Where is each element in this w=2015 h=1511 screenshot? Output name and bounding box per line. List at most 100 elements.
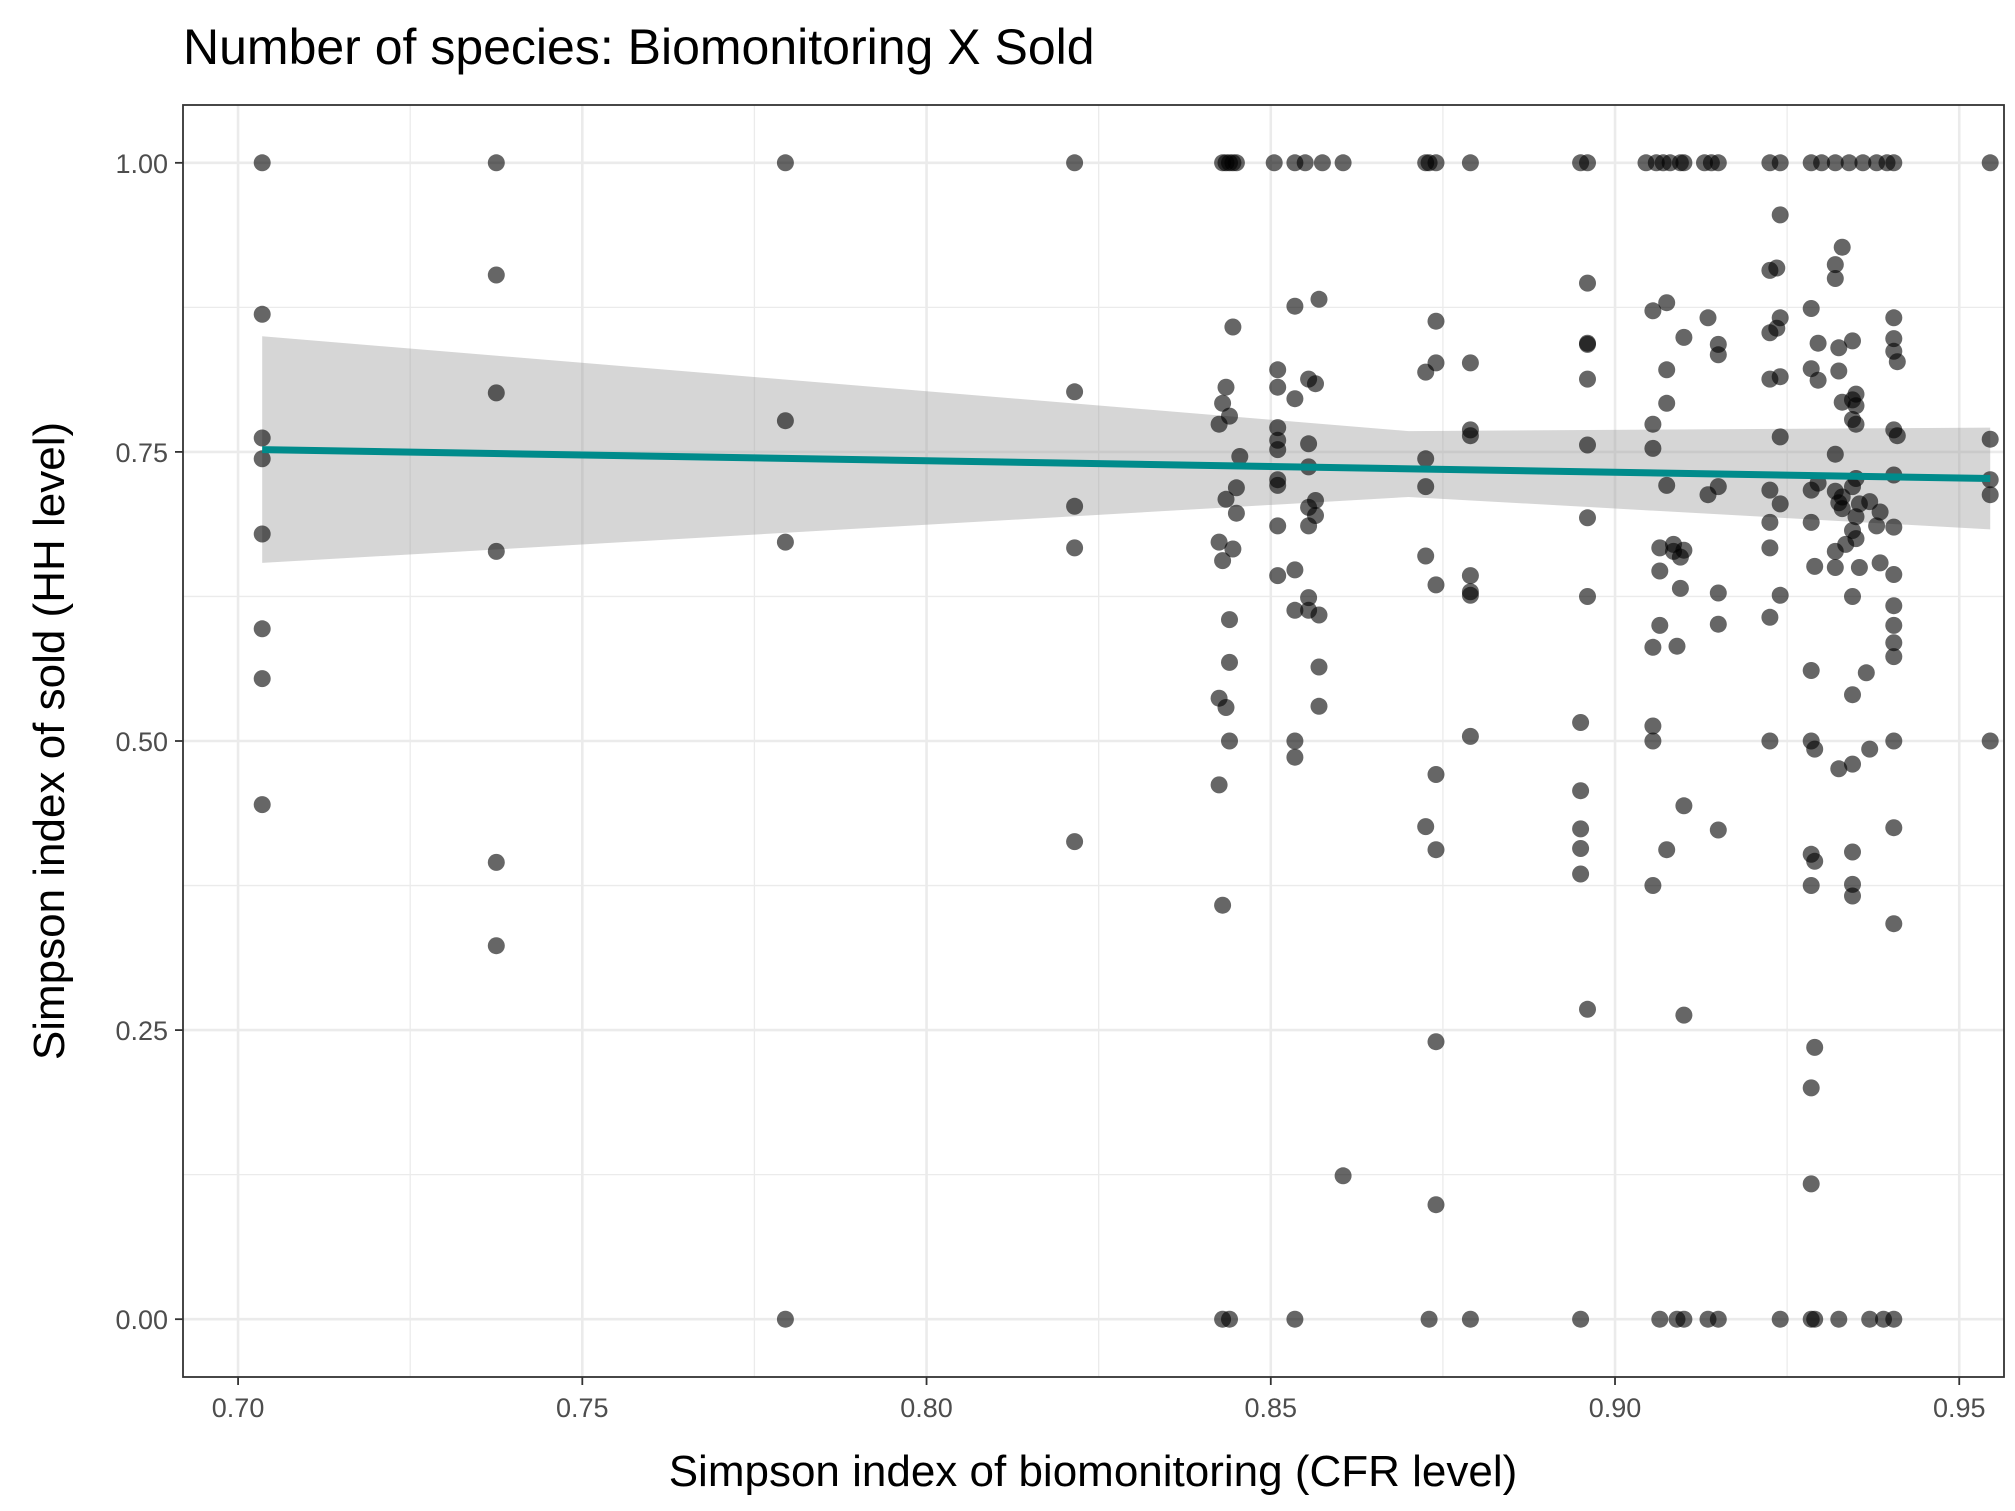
data-point	[1417, 363, 1435, 381]
data-point	[1771, 154, 1789, 172]
data-point	[1802, 662, 1820, 679]
data-point	[1427, 766, 1445, 783]
data-point	[1572, 820, 1590, 838]
data-point	[1427, 1196, 1445, 1214]
data-point	[1066, 833, 1084, 851]
data-point	[1802, 1175, 1820, 1193]
data-point	[1709, 615, 1727, 633]
data-point	[1644, 717, 1662, 735]
data-point	[1771, 368, 1789, 386]
y-axis-title: Simpson index of sold (HH level)	[25, 422, 74, 1060]
data-point	[1658, 394, 1676, 412]
confidence-band	[262, 336, 1991, 563]
data-point	[1461, 427, 1479, 445]
data-point	[1066, 383, 1084, 401]
data-point	[1579, 509, 1596, 527]
y-tick-label: 0.75	[115, 438, 168, 468]
data-point	[1572, 840, 1590, 857]
data-point	[1210, 533, 1228, 551]
data-point	[1885, 915, 1903, 933]
data-point	[1310, 606, 1328, 624]
data-point	[1286, 601, 1304, 619]
data-point	[1224, 540, 1242, 558]
data-point	[1675, 1310, 1693, 1328]
data-point	[1888, 427, 1906, 445]
data-point	[1417, 478, 1435, 496]
data-point	[1427, 576, 1445, 594]
data-point	[1771, 206, 1789, 224]
data-point	[1885, 1310, 1903, 1328]
data-point	[1844, 478, 1861, 496]
data-point	[1885, 634, 1903, 652]
data-point	[1885, 154, 1903, 172]
data-point	[1844, 588, 1861, 605]
data-point	[1417, 450, 1435, 468]
data-point	[1269, 567, 1287, 585]
data-point	[1417, 818, 1435, 836]
data-point	[1826, 542, 1844, 560]
data-point	[1981, 486, 1999, 504]
data-point	[1221, 611, 1238, 629]
data-point	[1885, 597, 1903, 615]
grid-layer	[183, 105, 2004, 1377]
data-point	[1830, 760, 1848, 778]
data-point	[1888, 353, 1906, 371]
data-point	[1227, 504, 1245, 522]
data-point	[1313, 154, 1331, 172]
confidence-band-layer	[262, 336, 1991, 563]
data-point	[253, 620, 271, 638]
data-point	[1885, 648, 1903, 666]
data-point	[1644, 302, 1662, 320]
data-point	[1269, 517, 1287, 535]
data-point	[1699, 309, 1717, 327]
data-point	[1286, 1310, 1304, 1328]
data-point	[1224, 318, 1242, 336]
data-point	[1809, 334, 1827, 352]
data-point	[1885, 309, 1903, 327]
data-point	[1830, 362, 1848, 380]
trend-line	[262, 446, 1991, 483]
data-point	[1310, 658, 1328, 676]
data-point	[1768, 319, 1786, 337]
data-point	[1427, 312, 1445, 330]
data-point	[1844, 755, 1861, 773]
y-tick-label: 1.00	[115, 149, 168, 179]
data-point	[1286, 732, 1304, 750]
data-point	[1761, 481, 1779, 499]
x-axis-title: Simpson index of biomonitoring (CFR leve…	[669, 1447, 1518, 1496]
data-point	[1651, 539, 1669, 557]
data-point	[1830, 339, 1848, 357]
data-point	[1826, 270, 1844, 287]
data-point	[1671, 579, 1689, 597]
data-point	[776, 154, 794, 172]
data-point	[253, 525, 271, 543]
data-point	[1802, 1079, 1820, 1097]
data-point	[1307, 375, 1324, 393]
data-point	[1826, 559, 1844, 576]
data-point	[1847, 415, 1865, 433]
data-point	[1579, 274, 1596, 292]
y-tick-label: 0.00	[115, 1305, 168, 1335]
data-point	[1214, 552, 1232, 570]
data-point	[1310, 697, 1328, 715]
data-point	[487, 384, 505, 402]
data-point	[1427, 1033, 1445, 1051]
data-point	[1572, 782, 1590, 800]
data-point	[1644, 732, 1662, 750]
data-point	[1709, 821, 1727, 839]
data-point	[1885, 566, 1903, 583]
trend-line-layer	[262, 446, 1991, 483]
data-point	[1221, 1310, 1238, 1328]
data-point	[1214, 896, 1232, 914]
x-tick-label: 0.80	[900, 1393, 953, 1423]
data-point	[1802, 481, 1820, 499]
data-point	[1221, 653, 1238, 671]
data-point	[1461, 154, 1479, 172]
data-point	[1217, 378, 1235, 396]
data-point	[1885, 616, 1903, 634]
data-point	[1857, 664, 1875, 682]
data-point	[1854, 154, 1872, 172]
data-point	[1658, 294, 1676, 312]
x-tick-label: 0.70	[212, 1393, 265, 1423]
